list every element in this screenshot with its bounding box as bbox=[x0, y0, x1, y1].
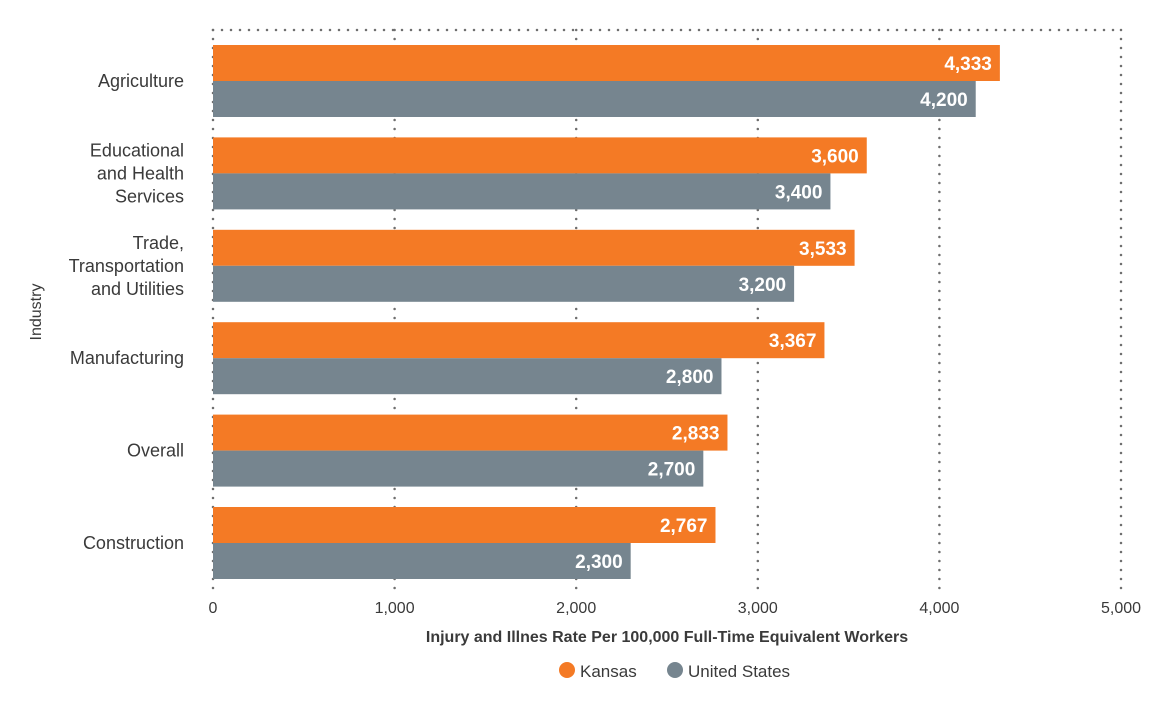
data-label-united-states-1: 3,400 bbox=[775, 182, 823, 203]
legend-swatch-united-states bbox=[667, 662, 683, 678]
category-label-4: Overall bbox=[127, 441, 184, 461]
bar-kansas-1 bbox=[213, 137, 867, 174]
bar-kansas-5 bbox=[213, 507, 716, 543]
category-label-5: Construction bbox=[83, 533, 184, 553]
data-label-kansas-5: 2,767 bbox=[660, 516, 708, 537]
x-tick-label-1: 1,000 bbox=[375, 600, 415, 617]
bar-united-states-3 bbox=[213, 358, 722, 395]
bar-united-states-4 bbox=[213, 450, 704, 487]
y-axis-title: Industry bbox=[28, 284, 45, 341]
data-label-united-states-2: 3,200 bbox=[739, 275, 787, 296]
bar-united-states-0 bbox=[213, 81, 976, 117]
x-tick-label-4: 4,000 bbox=[919, 600, 959, 617]
data-label-united-states-0: 4,200 bbox=[920, 90, 968, 111]
x-tick-labels: 0 1,000 2,000 3,000 4,000 5,000 bbox=[209, 600, 1142, 617]
data-label-kansas-4: 2,833 bbox=[672, 424, 720, 445]
bar-kansas-0 bbox=[213, 45, 1000, 81]
category-label-2: Trade, Transportation and Utilities bbox=[69, 233, 184, 299]
data-label-kansas-3: 3,367 bbox=[769, 331, 817, 352]
data-label-united-states-3: 2,800 bbox=[666, 367, 714, 388]
category-label-0: Agriculture bbox=[98, 71, 184, 91]
data-label-united-states-5: 2,300 bbox=[575, 552, 623, 573]
legend-label-kansas: Kansas bbox=[580, 662, 637, 681]
bar-kansas-2 bbox=[213, 229, 855, 266]
bar-kansas-4 bbox=[213, 414, 728, 451]
bar-united-states-2 bbox=[213, 265, 795, 302]
x-tick-label-2: 2,000 bbox=[556, 600, 596, 617]
grid-lines bbox=[211, 28, 1123, 592]
data-label-kansas-1: 3,600 bbox=[811, 146, 859, 167]
x-tick-label-0: 0 bbox=[209, 600, 218, 617]
data-label-kansas-2: 3,533 bbox=[799, 239, 847, 260]
x-tick-label-5: 5,000 bbox=[1101, 600, 1141, 617]
bar-kansas-3 bbox=[213, 322, 825, 359]
category-label-3: Manufacturing bbox=[70, 348, 184, 368]
x-tick-label-3: 3,000 bbox=[738, 600, 778, 617]
data-label-kansas-0: 4,333 bbox=[944, 54, 992, 75]
legend-label-united-states: United States bbox=[688, 662, 790, 681]
bar-united-states-1 bbox=[213, 173, 831, 210]
legend: Kansas United States bbox=[559, 662, 790, 681]
bars: 4,333 4,200 3,600 3,400 3,533 3,200 3,367 2,800… bbox=[213, 45, 1000, 579]
x-axis-title: Injury and Illnes Rate Per 100,000 Full-… bbox=[426, 629, 908, 646]
category-labels: Agriculture Educational and Health Services… bbox=[69, 71, 184, 553]
category-label-1: Educational and Health Services bbox=[90, 140, 184, 206]
legend-swatch-kansas bbox=[559, 662, 575, 678]
bar-united-states-5 bbox=[213, 543, 631, 579]
data-label-united-states-4: 2,700 bbox=[648, 460, 696, 481]
